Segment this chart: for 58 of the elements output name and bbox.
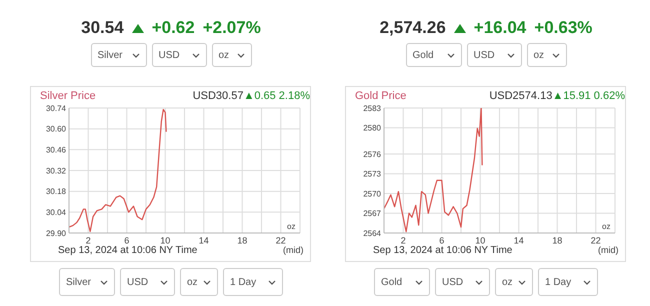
text: USD30.57 (192, 90, 244, 102)
y-tick-label: 2567 (363, 209, 382, 218)
y-tick-label: 2580 (363, 124, 382, 133)
dropdown: Silver (90, 43, 146, 67)
dropdown: 1 Day (538, 268, 598, 296)
dropdown: Gold (374, 268, 430, 296)
text: +0.63% (534, 18, 592, 38)
dropdown: USD (120, 268, 175, 296)
text: 2,574.26 (380, 18, 446, 38)
y-tick-label: 30.18 (46, 187, 67, 196)
annotation: oz (602, 222, 610, 231)
text: Sep 13, 2024 at 10:06 NY Time (58, 245, 198, 256)
text: +16.04 (474, 18, 526, 38)
text: ▲0.65 2.18% (243, 90, 310, 102)
dropdown: Silver (59, 268, 115, 296)
text: ▲15.91 0.62% (552, 90, 625, 102)
dropdown: USD (435, 268, 490, 296)
x-tick-label: 22 (590, 235, 601, 246)
x-tick-label: 2 (400, 235, 406, 246)
x-tick-label: 22 (276, 235, 286, 246)
dropdown: oz (526, 43, 566, 67)
y-tick-label: 2564 (363, 228, 382, 238)
y-tick-label: 2576 (363, 150, 382, 159)
y-tick-label: 30.74 (46, 104, 67, 113)
y-tick-label: 30.04 (46, 208, 67, 218)
x-tick-label: 10 (160, 235, 170, 246)
x-tick-label: 6 (124, 235, 130, 246)
x-tick-label: 14 (198, 235, 209, 246)
y-tick-label: 30.60 (46, 124, 67, 134)
x-tick-label: 10 (475, 235, 486, 246)
y-tick-label: 2570 (363, 189, 382, 198)
text: +2.07% (202, 18, 261, 38)
x-tick-label: 18 (237, 235, 248, 246)
text: (mid) (283, 245, 304, 255)
y-tick-label: 2573 (363, 170, 382, 179)
chart-title: Gold Price (355, 90, 406, 102)
x-tick-label: 18 (552, 235, 562, 246)
y-tick-label: 2583 (363, 104, 382, 113)
y-tick-label: 30.46 (46, 146, 67, 155)
x-tick-label: 14 (514, 235, 524, 246)
text: (mid) (598, 245, 618, 255)
y-tick-label: 30.32 (46, 166, 67, 176)
text: +0.62 (152, 18, 195, 38)
text: Sep 13, 2024 at 10:06 NY Time (373, 245, 512, 256)
chart-title: Silver Price (40, 90, 96, 102)
dropdown: oz (495, 268, 533, 296)
x-tick-label: 2 (86, 235, 91, 246)
text: 30.54 (81, 18, 124, 38)
dropdown: 1 Day (223, 268, 283, 296)
dropdown: USD (152, 43, 206, 67)
dropdown: oz (212, 43, 252, 67)
dropdown: oz (180, 268, 218, 296)
y-tick-label: 29.90 (46, 228, 67, 238)
dropdown: Gold (406, 43, 462, 67)
annotation: oz (287, 222, 296, 231)
x-tick-label: 6 (439, 235, 444, 246)
dropdown: USD (466, 43, 522, 67)
text: USD2574.13 (489, 90, 552, 102)
